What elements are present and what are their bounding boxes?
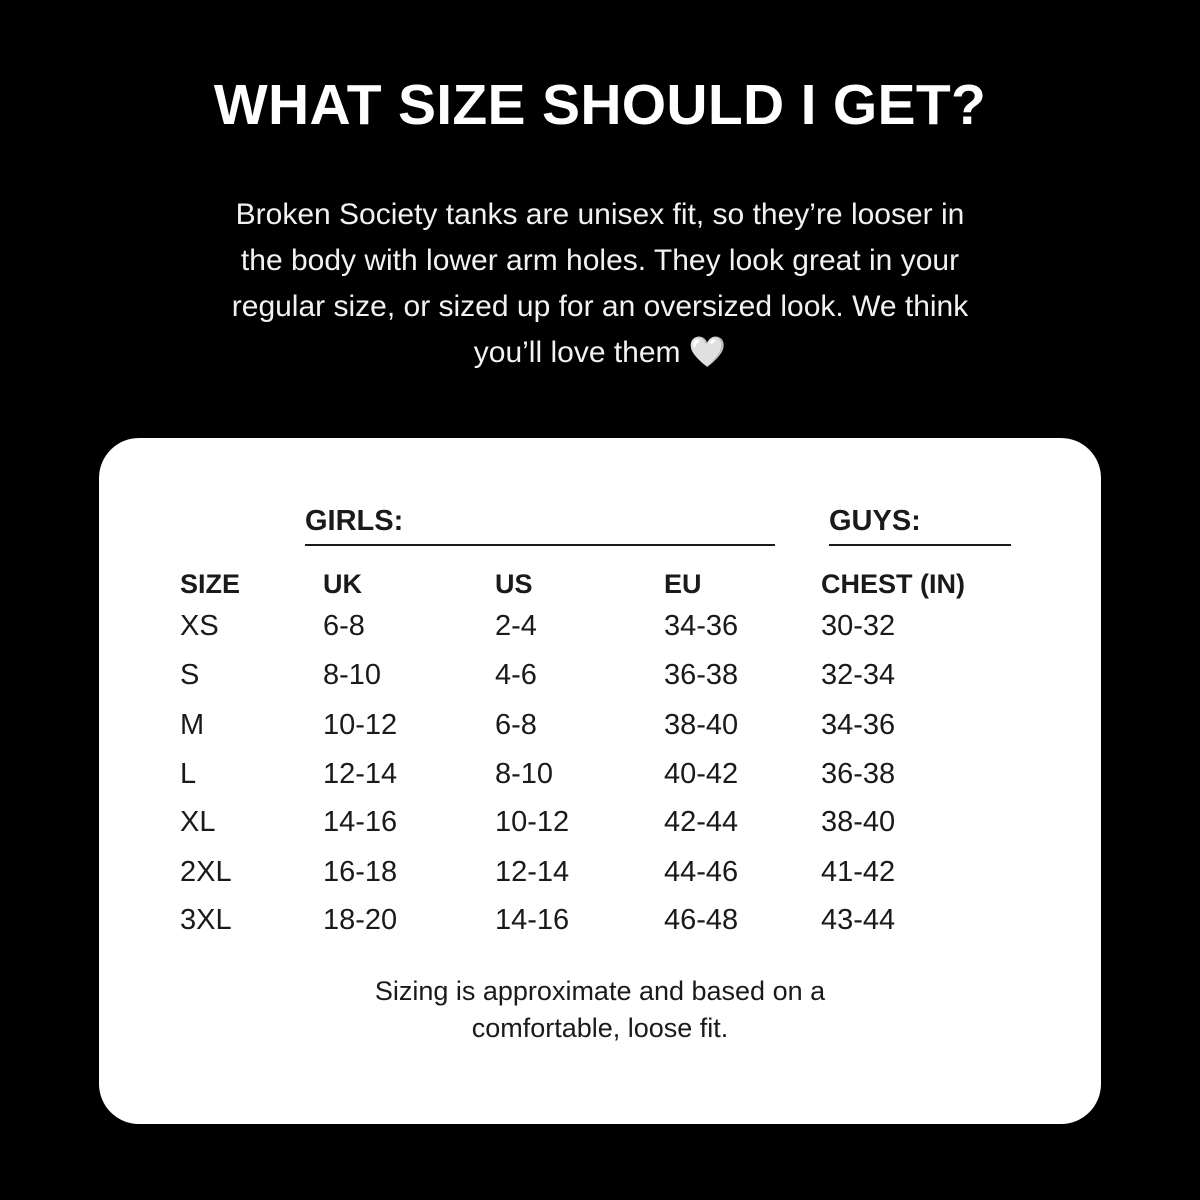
svg-text:42-44: 42-44	[664, 806, 738, 838]
svg-text:S: S	[180, 659, 199, 691]
svg-text:XS: XS	[180, 610, 219, 642]
svg-text:GUYS:: GUYS:	[829, 505, 921, 537]
svg-text:8-10: 8-10	[323, 659, 381, 691]
svg-text:44-46: 44-46	[664, 856, 738, 888]
svg-text:XL: XL	[180, 806, 215, 838]
svg-text:34-36: 34-36	[664, 610, 738, 642]
svg-text:you’ll love them 🤍: you’ll love them 🤍	[474, 335, 727, 369]
svg-text:CHEST (IN): CHEST (IN)	[821, 569, 965, 599]
svg-text:2XL: 2XL	[180, 856, 232, 888]
svg-text:EU: EU	[664, 569, 702, 599]
svg-text:14-16: 14-16	[323, 806, 397, 838]
svg-text:Broken Society tanks are unise: Broken Society tanks are unisex fit, so …	[236, 198, 965, 231]
svg-text:L: L	[180, 758, 196, 790]
svg-text:43-44: 43-44	[821, 904, 895, 936]
svg-text:SIZE: SIZE	[180, 569, 240, 599]
svg-text:12-14: 12-14	[495, 856, 569, 888]
svg-text:regular size, or sized up for: regular size, or sized up for an oversiz…	[232, 290, 969, 323]
svg-text:34-36: 34-36	[821, 709, 895, 741]
svg-text:WHAT SIZE SHOULD I GET?: WHAT SIZE SHOULD I GET?	[214, 73, 986, 137]
svg-text:4-6: 4-6	[495, 659, 537, 691]
svg-text:8-10: 8-10	[495, 758, 553, 790]
svg-text:14-16: 14-16	[495, 904, 569, 936]
svg-text:6-8: 6-8	[495, 709, 537, 741]
svg-text:41-42: 41-42	[821, 856, 895, 888]
svg-text:10-12: 10-12	[323, 709, 397, 741]
svg-text:40-42: 40-42	[664, 758, 738, 790]
svg-text:3XL: 3XL	[180, 904, 232, 936]
svg-text:10-12: 10-12	[495, 806, 569, 838]
svg-text:36-38: 36-38	[664, 659, 738, 691]
svg-text:US: US	[495, 569, 533, 599]
svg-text:16-18: 16-18	[323, 856, 397, 888]
svg-text:the body with lower arm holes.: the body with lower arm holes. They look…	[241, 244, 959, 277]
svg-text:UK: UK	[323, 569, 362, 599]
svg-text:Sizing is approximate and base: Sizing is approximate and based on a	[375, 976, 826, 1006]
svg-text:18-20: 18-20	[323, 904, 397, 936]
svg-text:M: M	[180, 709, 204, 741]
svg-text:38-40: 38-40	[821, 806, 895, 838]
svg-text:GIRLS:: GIRLS:	[305, 505, 403, 537]
svg-text:12-14: 12-14	[323, 758, 397, 790]
svg-text:comfortable, loose fit.: comfortable, loose fit.	[472, 1013, 729, 1043]
svg-text:30-32: 30-32	[821, 610, 895, 642]
svg-text:36-38: 36-38	[821, 758, 895, 790]
svg-text:2-4: 2-4	[495, 610, 537, 642]
svg-text:46-48: 46-48	[664, 904, 738, 936]
svg-text:6-8: 6-8	[323, 610, 365, 642]
svg-text:32-34: 32-34	[821, 659, 895, 691]
svg-text:38-40: 38-40	[664, 709, 738, 741]
